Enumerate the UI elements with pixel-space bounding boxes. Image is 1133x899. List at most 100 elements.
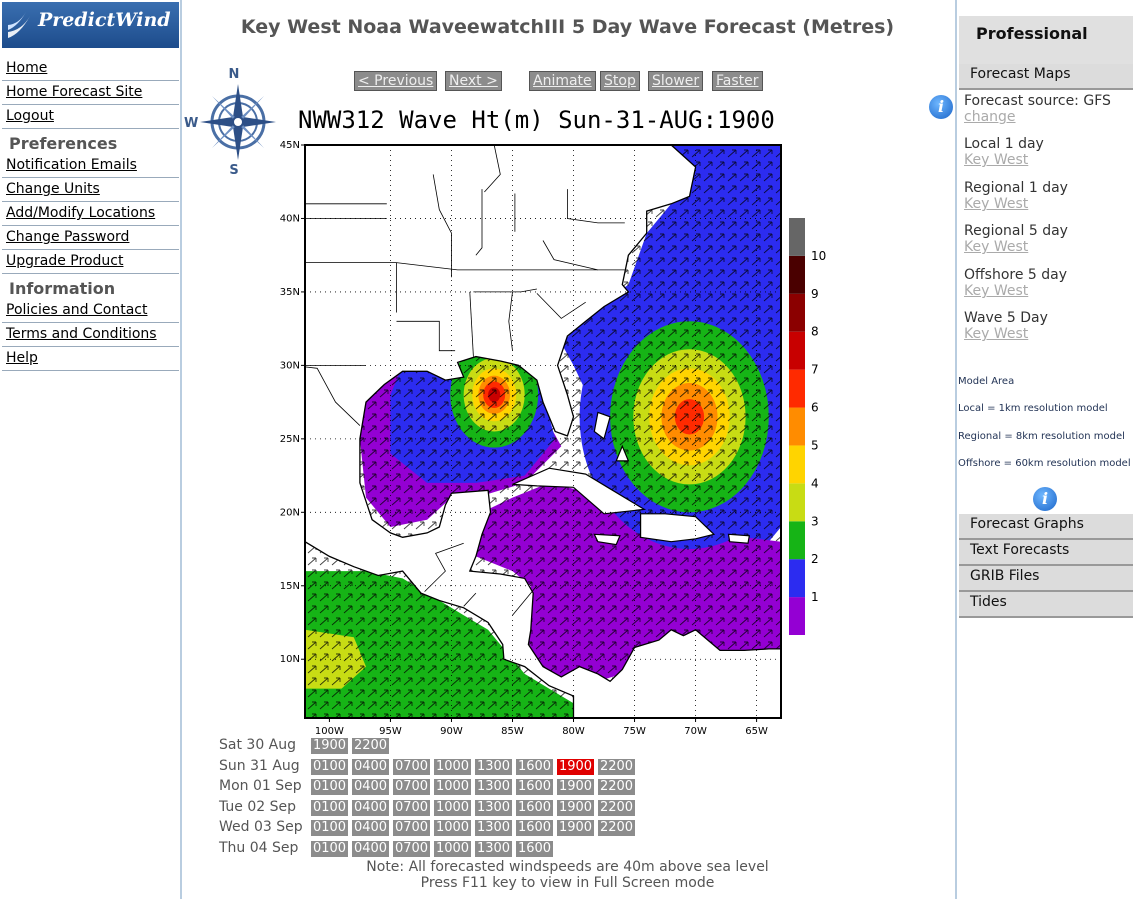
nav-change-units[interactable]: Change Units bbox=[6, 181, 100, 197]
map-item-link[interactable]: Key West bbox=[964, 152, 1029, 168]
timestep-button[interactable]: 1300 bbox=[475, 779, 512, 795]
timestep-button[interactable]: 1900 bbox=[557, 820, 594, 836]
slower-button[interactable]: Slower bbox=[648, 71, 704, 91]
nav-home-forecast-site[interactable]: Home Forecast Site bbox=[6, 84, 143, 100]
nav-home[interactable]: Home bbox=[6, 60, 48, 76]
map-item-link[interactable]: Key West bbox=[964, 326, 1029, 342]
colorbar-label: 6 bbox=[811, 401, 819, 415]
colorbar-swatch bbox=[789, 521, 805, 560]
nav-divider bbox=[2, 104, 179, 105]
timestep-button[interactable]: 1300 bbox=[475, 759, 512, 775]
info-icon[interactable]: i bbox=[1033, 487, 1057, 511]
next-button[interactable]: Next > bbox=[445, 71, 502, 91]
info-icon[interactable]: i bbox=[929, 95, 953, 119]
tides-button[interactable]: Tides bbox=[959, 592, 1133, 618]
timestep-button[interactable]: 1000 bbox=[434, 779, 471, 795]
border-line bbox=[463, 592, 477, 607]
forecast-source-label: Forecast source: GFS bbox=[964, 93, 1111, 109]
island bbox=[512, 467, 647, 515]
timestep-button[interactable]: 1300 bbox=[475, 820, 512, 836]
island bbox=[593, 411, 611, 440]
nav-policies-contact[interactable]: Policies and Contact bbox=[6, 302, 148, 318]
x-ticks: 100W 95W 90W 85W 80W 75W 70W 65W bbox=[315, 718, 768, 735]
change-source-link[interactable]: change bbox=[964, 109, 1016, 125]
timestep-button[interactable]: 1900 bbox=[557, 779, 594, 795]
y-tick-label: 15N bbox=[280, 581, 300, 592]
timestep-button[interactable]: 0400 bbox=[352, 841, 389, 857]
timestep-button[interactable]: 1900 bbox=[311, 738, 348, 754]
nav-change-password[interactable]: Change Password bbox=[6, 229, 130, 245]
nav-help[interactable]: Help bbox=[6, 350, 38, 366]
colorbar-swatch bbox=[789, 407, 805, 446]
predictwind-logo[interactable]: PredictWind bbox=[2, 2, 179, 48]
nav-add-modify-locations[interactable]: Add/Modify Locations bbox=[6, 205, 156, 221]
nav-divider bbox=[2, 370, 179, 371]
timestep-button[interactable]: 0400 bbox=[352, 759, 389, 775]
wave-field bbox=[305, 145, 781, 718]
timestep-button[interactable]: 0700 bbox=[393, 779, 430, 795]
timestep-button[interactable]: 1600 bbox=[516, 800, 553, 816]
grib-files-button[interactable]: GRIB Files bbox=[959, 566, 1133, 592]
stop-button[interactable]: Stop bbox=[600, 71, 640, 91]
timestep-button[interactable]: 0400 bbox=[352, 800, 389, 816]
forecast-graphs-button[interactable]: Forecast Graphs bbox=[959, 514, 1133, 540]
timestep-button[interactable]: 2200 bbox=[598, 800, 635, 816]
island bbox=[593, 533, 621, 546]
timestep-button[interactable]: 1300 bbox=[475, 800, 512, 816]
x-tick-label: 90W bbox=[440, 726, 463, 735]
timestep-button[interactable]: 0100 bbox=[311, 820, 348, 836]
timestep-button[interactable]: 1600 bbox=[516, 759, 553, 775]
x-tick-label: 75W bbox=[623, 726, 646, 735]
timestep-button[interactable]: 2200 bbox=[352, 738, 389, 754]
timestep-button[interactable]: 1900 bbox=[557, 759, 594, 775]
note-fullscreen: Press F11 key to view in Full Screen mod… bbox=[420, 875, 715, 891]
timestep-button[interactable]: 0100 bbox=[311, 759, 348, 775]
text-forecasts-button[interactable]: Text Forecasts bbox=[959, 540, 1133, 566]
nav-terms-conditions[interactable]: Terms and Conditions bbox=[6, 326, 157, 342]
map-item-link[interactable]: Key West bbox=[964, 239, 1029, 255]
timestep-button[interactable]: 1000 bbox=[434, 820, 471, 836]
timestep-button[interactable]: 1600 bbox=[516, 841, 553, 857]
timestep-button[interactable]: 1300 bbox=[475, 841, 512, 857]
nav-logout[interactable]: Logout bbox=[6, 108, 54, 124]
timestep-button[interactable]: 0700 bbox=[393, 841, 430, 857]
timestep-button[interactable]: 1000 bbox=[434, 759, 471, 775]
text-forecasts-label: Text Forecasts bbox=[970, 542, 1070, 558]
timestep-button[interactable]: 0400 bbox=[352, 820, 389, 836]
map-item-link[interactable]: Key West bbox=[964, 283, 1029, 299]
professional-header: Professional bbox=[959, 16, 1133, 64]
timestep-button[interactable]: 1600 bbox=[516, 779, 553, 795]
colorbar-swatch bbox=[789, 597, 805, 635]
colorbar: 1 2 3 4 5 6 7 8 9 10 bbox=[789, 218, 826, 635]
forecast-maps-button[interactable]: Forecast Maps bbox=[959, 64, 1133, 90]
nav-upgrade-product[interactable]: Upgrade Product bbox=[6, 253, 124, 269]
timestep-button[interactable]: 0700 bbox=[393, 820, 430, 836]
timestep-button[interactable]: 0400 bbox=[352, 779, 389, 795]
map-item-label: Regional 5 day bbox=[964, 223, 1068, 239]
faster-button[interactable]: Faster bbox=[712, 71, 763, 91]
nav-notification-emails[interactable]: Notification Emails bbox=[6, 157, 137, 173]
colorbar-label: 9 bbox=[811, 287, 819, 301]
timestep-button[interactable]: 2200 bbox=[598, 779, 635, 795]
animate-button[interactable]: Animate bbox=[529, 71, 596, 91]
timestep-button[interactable]: 0700 bbox=[393, 800, 430, 816]
wave-height-map: 45N 40N 35N 30N 25N 20N 15N 10N 100W 95W 90W 85W 80… bbox=[280, 140, 827, 735]
timestep-button[interactable]: 1600 bbox=[516, 820, 553, 836]
timestep-button[interactable]: 1000 bbox=[434, 841, 471, 857]
timestep-button[interactable]: 2200 bbox=[598, 759, 635, 775]
timestep-button[interactable]: 0100 bbox=[311, 779, 348, 795]
colorbar-label: 5 bbox=[811, 438, 819, 452]
timestep-button[interactable]: 2200 bbox=[598, 820, 635, 836]
map-item-link[interactable]: Key West bbox=[964, 196, 1029, 212]
timestep-button[interactable]: 1900 bbox=[557, 800, 594, 816]
y-tick-label: 30N bbox=[280, 360, 300, 371]
nav-divider bbox=[2, 177, 179, 178]
timestep-button[interactable]: 0100 bbox=[311, 800, 348, 816]
timestep-button[interactable]: 0700 bbox=[393, 759, 430, 775]
nav-divider bbox=[2, 225, 179, 226]
colorbar-label: 10 bbox=[811, 249, 826, 263]
timestep-button[interactable]: 1000 bbox=[434, 800, 471, 816]
gridlines bbox=[305, 145, 781, 718]
previous-button[interactable]: < Previous bbox=[354, 71, 438, 91]
timestep-button[interactable]: 0100 bbox=[311, 841, 348, 857]
